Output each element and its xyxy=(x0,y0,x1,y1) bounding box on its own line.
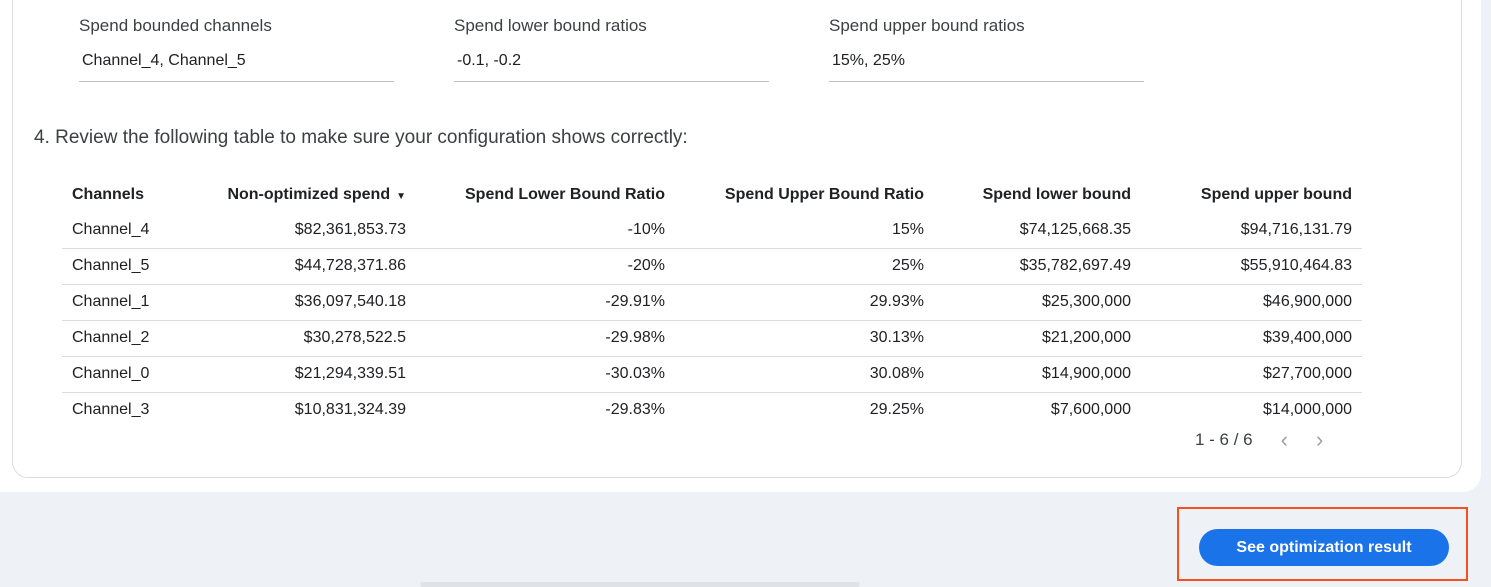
spend-bounded-channels-field[interactable]: Spend bounded channels Channel_4, Channe… xyxy=(79,16,394,82)
table-cell: $14,900,000 xyxy=(934,356,1141,393)
table-cell: -30.03% xyxy=(416,356,675,393)
highlight-box xyxy=(1177,507,1468,581)
spend-lower-bound-ratios-field[interactable]: Spend lower bound ratios -0.1, -0.2 xyxy=(454,16,769,82)
next-page-icon[interactable]: › xyxy=(1315,427,1324,452)
table-cell: Channel_0 xyxy=(62,356,182,393)
spend-upper-bound-ratios-field[interactable]: Spend upper bound ratios 15%, 25% xyxy=(829,16,1144,82)
field-value[interactable]: 15%, 25% xyxy=(829,52,1144,82)
prev-page-icon[interactable]: ‹ xyxy=(1280,427,1288,452)
table-cell: Channel_4 xyxy=(62,212,182,249)
table-cell: $94,716,131.79 xyxy=(1141,212,1362,249)
table-cell: 30.13% xyxy=(675,320,934,357)
table-cell: -29.83% xyxy=(605,401,665,419)
page-range: 1 - 6 / 6 xyxy=(1195,430,1253,449)
table-cell: Channel_5 xyxy=(62,248,182,285)
table-cell: Channel_3 xyxy=(72,401,150,419)
field-label: Spend bounded channels xyxy=(79,16,272,35)
table-cell: $35,782,697.49 xyxy=(934,248,1141,285)
header-lower-bound[interactable]: Spend lower bound xyxy=(982,186,1131,203)
table-cell: 15% xyxy=(675,212,934,249)
table-cell: $39,400,000 xyxy=(1141,320,1362,357)
config-panel: Spend bounded channels Channel_4, Channe… xyxy=(0,0,1481,492)
bottom-scroll-bar[interactable] xyxy=(420,582,860,587)
header-upper-ratio[interactable]: Spend Upper Bound Ratio xyxy=(724,186,924,203)
table-cell: $74,125,668.35 xyxy=(934,212,1141,249)
table-cell: 30.08% xyxy=(675,356,934,393)
pagination: 1 - 6 / 6 ‹ › xyxy=(1195,427,1323,453)
table-row: Channel_4 $82,361,853.73 -10% 15% $74,125,66… xyxy=(62,212,1362,249)
table-row: Channel_0 $21,294,339.51 -30.03% 30.08% $14,… xyxy=(62,356,1362,393)
table-cell: $30,278,522.5 xyxy=(182,320,416,357)
table-cell: $21,294,339.51 xyxy=(182,356,416,393)
header-channels[interactable]: Channels xyxy=(72,186,145,203)
table-cell: Channel_2 xyxy=(62,320,182,357)
table-row: Channel_3 $10,831,324.39 -29.83% 29.25% $7,6… xyxy=(62,392,1362,428)
table-cell: $14,000,000 xyxy=(1263,401,1352,419)
header-lower-ratio[interactable]: Spend Lower Bound Ratio xyxy=(465,186,665,203)
header-label: Non-optimized spend xyxy=(227,186,391,203)
table-cell: Channel_1 xyxy=(62,284,182,321)
table-cell: $27,700,000 xyxy=(1141,356,1362,393)
table-cell: $10,831,324.39 xyxy=(294,401,406,419)
table-cell: -29.91% xyxy=(416,284,675,321)
table-cell: 29.93% xyxy=(675,284,934,321)
field-label: Spend lower bound ratios xyxy=(454,16,647,35)
table-cell: 29.25% xyxy=(869,401,924,419)
field-label: Spend upper bound ratios xyxy=(829,16,1025,35)
table-cell: $82,361,853.73 xyxy=(182,212,416,249)
header-non-optimized-spend[interactable]: Non-optimized spend ▼ xyxy=(182,178,416,212)
table-cell: $25,300,000 xyxy=(934,284,1141,321)
table-cell: $36,097,540.18 xyxy=(182,284,416,321)
config-table: Channels Non-optimized spend ▼ Spend Lowe… xyxy=(62,178,1362,428)
table-cell: -29.98% xyxy=(416,320,675,357)
see-optimization-result-button[interactable]: See optimization result xyxy=(1199,529,1449,566)
table-cell: -10% xyxy=(416,212,675,249)
table-cell: -20% xyxy=(416,248,675,285)
field-value[interactable]: -0.1, -0.2 xyxy=(454,52,769,82)
table-cell: $55,910,464.83 xyxy=(1141,248,1362,285)
table-cell: $46,900,000 xyxy=(1141,284,1362,321)
table-cell: $21,200,000 xyxy=(934,320,1141,357)
table-header-row: Channels Non-optimized spend ▼ Spend Lowe… xyxy=(62,178,1362,212)
table-cell: $7,600,000 xyxy=(1050,401,1131,419)
table-cell: 25% xyxy=(675,248,934,285)
table-row: Channel_2 $30,278,522.5 -29.98% 30.13% $21,2… xyxy=(62,320,1362,357)
header-upper-bound[interactable]: Spend upper bound xyxy=(1200,186,1352,203)
table-row: Channel_1 $36,097,540.18 -29.91% 29.93% $25,… xyxy=(62,284,1362,321)
step-instruction: 4. Review the following table to make su… xyxy=(34,127,688,148)
field-value[interactable]: Channel_4, Channel_5 xyxy=(79,52,394,82)
table-row: Channel_5 $44,728,371.86 -20% 25% $35,782,69… xyxy=(62,248,1362,285)
sort-desc-icon: ▼ xyxy=(396,191,406,202)
table-cell: $44,728,371.86 xyxy=(182,248,416,285)
